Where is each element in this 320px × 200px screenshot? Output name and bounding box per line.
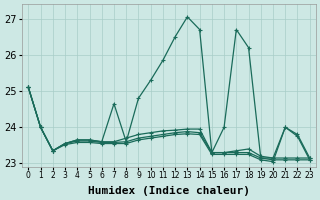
X-axis label: Humidex (Indice chaleur): Humidex (Indice chaleur) [88, 186, 250, 196]
